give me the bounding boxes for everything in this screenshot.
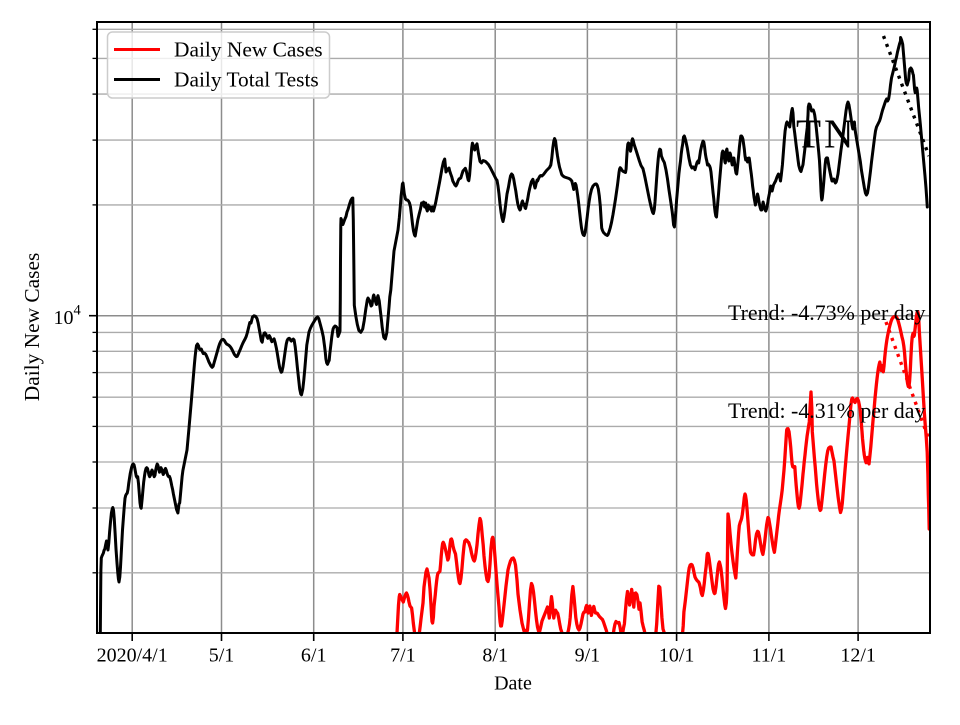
svg-text:2020/4/1: 2020/4/1 (97, 645, 168, 667)
svg-text:Daily New Cases: Daily New Cases (174, 38, 323, 62)
svg-text:Date: Date (494, 673, 532, 695)
svg-text:5/1: 5/1 (209, 645, 235, 667)
svg-text:TN: TN (796, 111, 857, 157)
svg-text:Trend: -4.31% per day: Trend: -4.31% per day (728, 398, 925, 423)
svg-text:6/1: 6/1 (301, 645, 327, 667)
svg-text:Trend: -4.73% per day: Trend: -4.73% per day (728, 300, 925, 325)
svg-text:Daily Total Tests: Daily Total Tests (174, 68, 319, 92)
svg-text:12/1: 12/1 (840, 645, 876, 667)
svg-text:10/1: 10/1 (659, 645, 695, 667)
svg-text:11/1: 11/1 (751, 645, 786, 667)
svg-text:Daily New Cases: Daily New Cases (20, 253, 44, 402)
svg-text:7/1: 7/1 (390, 645, 416, 667)
svg-text:9/1: 9/1 (575, 645, 601, 667)
svg-text:8/1: 8/1 (482, 645, 508, 667)
